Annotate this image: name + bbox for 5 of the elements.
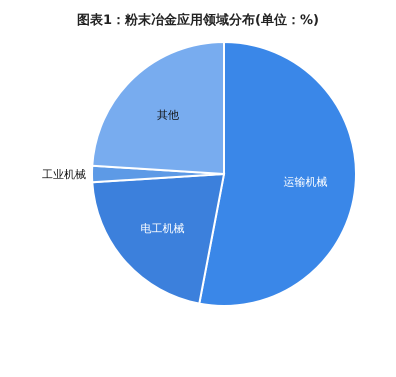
slice-label: 电工机械 [140, 222, 185, 236]
chart-title: 图表1：粉末冶金应用领域分布(单位：%) [77, 12, 319, 28]
slice-label: 其他 [156, 108, 179, 122]
slice-label: 工业机械 [42, 168, 86, 181]
slice-label: 运输机械 [283, 176, 328, 189]
